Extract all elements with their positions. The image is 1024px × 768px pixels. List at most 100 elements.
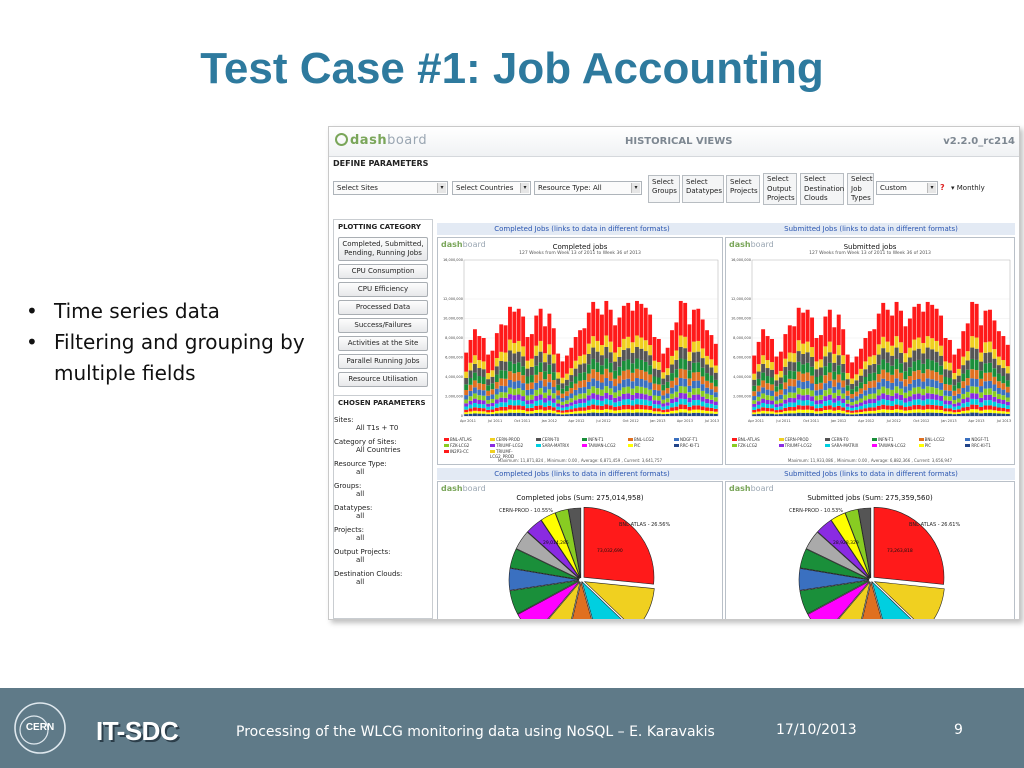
bar-segment — [854, 374, 859, 381]
logo-text: dash — [729, 240, 751, 249]
bar-segment — [464, 352, 469, 372]
bar-segment — [965, 410, 970, 414]
bar-segment — [490, 394, 495, 400]
plotting-category-button[interactable]: Resource Utilisation — [338, 372, 428, 387]
bar-segment — [823, 383, 828, 391]
bar-segment — [468, 408, 473, 412]
bar-segment — [818, 407, 823, 412]
plotting-category-button[interactable]: Success/Failures — [338, 318, 428, 333]
plotting-category-button[interactable]: CPU Consumption — [338, 264, 428, 279]
bar-segment — [700, 358, 705, 368]
select-output-projects-button[interactable]: Select Output Projects — [763, 173, 797, 205]
bar-segment — [1001, 360, 1006, 369]
plotting-category-button[interactable]: Processed Data — [338, 300, 428, 315]
submitted-jobs-link-2[interactable]: Submitted Jobs (links to data in differe… — [727, 468, 1015, 480]
select-groups-button[interactable]: Select Groups — [648, 175, 680, 203]
plotting-category-button[interactable]: CPU Efficiency — [338, 282, 428, 297]
pie-label: CERN-PROD - 10.55% — [499, 508, 553, 514]
bar-segment — [912, 306, 917, 340]
bar-segment — [473, 372, 477, 381]
x-tick-label: Jan 2012 — [541, 419, 557, 423]
select-job-types-button[interactable]: Select Job Types — [847, 173, 874, 205]
help-icon[interactable]: ? — [940, 183, 945, 192]
bar-segment — [827, 412, 832, 416]
completed-jobs-link[interactable]: Completed Jobs (links to data in differe… — [437, 223, 727, 235]
bar-segment — [761, 410, 766, 414]
bar-segment — [876, 374, 881, 383]
chart-stats: Maximum: 11,871,824 , Minimum: 0.00 , Av… — [497, 458, 663, 463]
bar-segment — [801, 409, 806, 413]
plotting-category-button[interactable]: Completed, Submitted, Pending, Running J… — [338, 237, 428, 261]
bar-segment — [678, 386, 683, 393]
bar-segment — [687, 392, 692, 398]
bar-segment — [705, 407, 709, 411]
select-countries[interactable]: Select Countries ▾ — [452, 181, 531, 195]
bar-segment — [525, 383, 530, 390]
bar-segment — [639, 337, 644, 349]
bar-segment — [525, 413, 530, 416]
logo-text: dash — [350, 133, 388, 148]
bar-segment — [547, 389, 552, 396]
x-tick-label: Jul 2013 — [704, 419, 719, 423]
pie-slice — [583, 507, 655, 585]
bar-chart-svg: 2,000,0004,000,0006,000,0008,000,00010,0… — [731, 258, 1011, 423]
legend-label: CERN-PROD — [784, 437, 809, 442]
bar-segment — [473, 329, 477, 356]
select-sites[interactable]: Select Sites ▾ — [333, 181, 448, 195]
slide-footer: CERN IT-SDC Processing of the WLCG monit… — [0, 688, 1024, 768]
bar-segment — [792, 407, 797, 411]
completed-jobs-link-2[interactable]: Completed Jobs (links to data in differe… — [437, 468, 727, 480]
bar-segment — [907, 413, 912, 416]
bar-segment — [643, 394, 648, 400]
select-interval[interactable]: ▾ Monthly — [947, 181, 1017, 195]
bar-segment — [674, 391, 679, 398]
panel-logo: dashboard — [729, 240, 774, 249]
bar-segment — [850, 414, 855, 416]
bar-segment — [617, 410, 622, 414]
select-datatypes-button[interactable]: Select Datatypes — [682, 175, 724, 203]
bar-segment — [691, 400, 696, 406]
bar-segment — [486, 406, 491, 410]
select-destination-clouds-button[interactable]: Select Destination Clouds — [800, 173, 844, 205]
bar-segment — [818, 413, 823, 416]
submitted-jobs-link[interactable]: Submitted Jobs (links to data in differe… — [727, 223, 1015, 235]
bar-segment — [823, 366, 828, 376]
plotting-category-button[interactable]: Activities at the Site — [338, 336, 428, 351]
bar-segment — [974, 378, 979, 387]
bar-segment — [678, 409, 683, 413]
bar-segment — [525, 411, 530, 414]
bar-segment — [683, 359, 688, 370]
bar-segment — [792, 386, 797, 393]
bar-segment — [687, 402, 692, 407]
bar-segment — [521, 406, 526, 411]
bar-segment — [770, 338, 774, 363]
bar-segment — [621, 379, 626, 388]
bar-segment — [956, 368, 961, 376]
bar-segment — [661, 353, 666, 373]
bar-segment — [952, 379, 957, 386]
select-resource-type[interactable]: Resource Type: All ▾ — [534, 181, 642, 195]
legend-label: BNL-ATLAS — [738, 437, 760, 442]
bar-segment — [613, 406, 618, 411]
bar-segment — [468, 384, 473, 391]
bar-segment — [512, 388, 517, 396]
bar-segment — [854, 407, 859, 411]
bar-segment — [613, 386, 618, 393]
bar-segment — [600, 405, 604, 410]
bar-segment — [783, 399, 788, 404]
bar-segment — [578, 355, 582, 365]
bar-segment — [956, 393, 961, 399]
bar-segment — [841, 393, 846, 399]
bar-segment — [521, 413, 526, 416]
bar-segment — [810, 375, 815, 384]
select-time-range[interactable]: Custom ▾ — [876, 181, 938, 195]
bar-segment — [859, 388, 863, 394]
bar-segment — [700, 410, 705, 414]
bar-segment — [529, 413, 534, 416]
bar-segment — [876, 409, 881, 413]
bar-segment — [956, 409, 961, 412]
bar-segment — [713, 392, 718, 398]
select-projects-button[interactable]: Select Projects — [726, 175, 760, 203]
plotting-category-button[interactable]: Parallel Running Jobs — [338, 354, 428, 369]
bar-segment — [521, 396, 526, 402]
